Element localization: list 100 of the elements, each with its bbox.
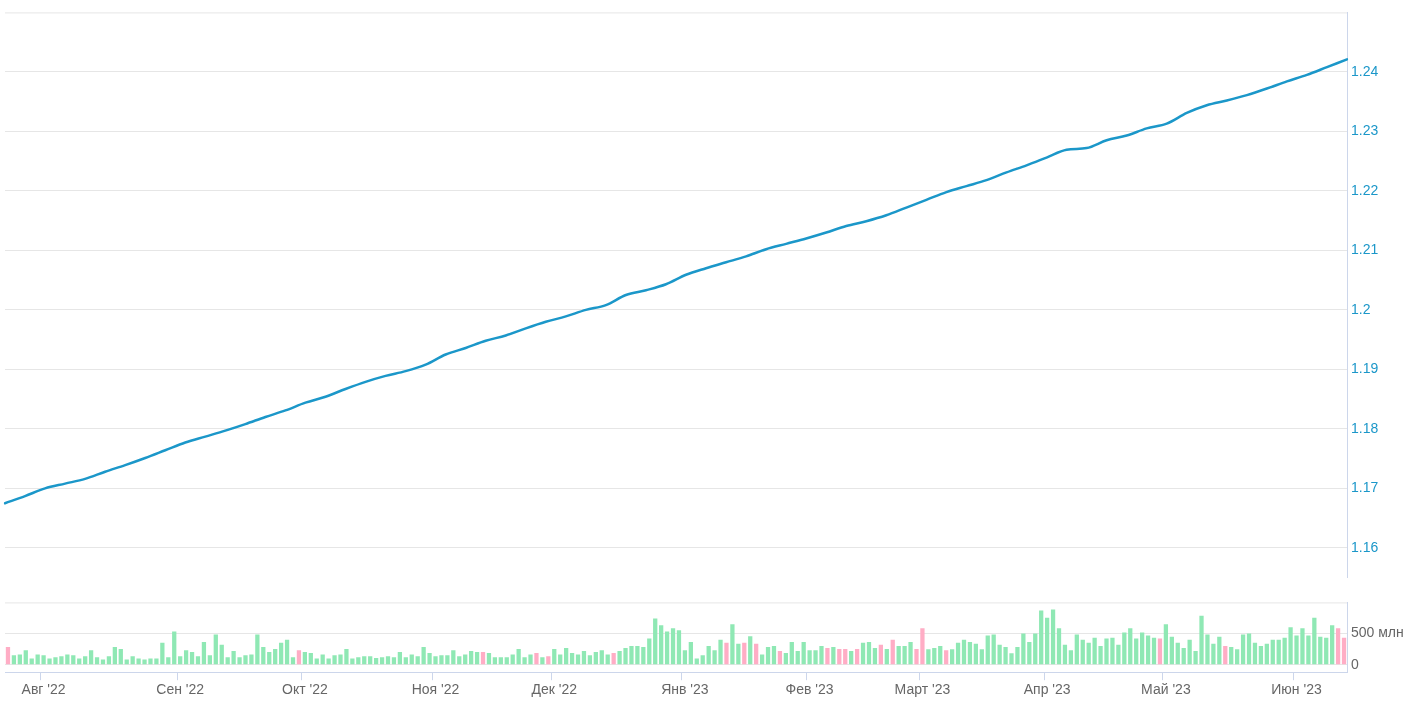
bar <box>178 656 183 665</box>
bar <box>213 634 218 665</box>
bar <box>94 657 100 665</box>
bar <box>1128 628 1133 665</box>
bar <box>569 653 575 665</box>
bar <box>754 643 759 665</box>
bar <box>783 653 788 665</box>
bar <box>664 631 670 665</box>
bar <box>373 658 379 665</box>
bar <box>1068 650 1074 665</box>
y-tick-label: 1.24 <box>1351 62 1379 79</box>
y-tick-label: 1.16 <box>1351 538 1379 555</box>
bar <box>362 656 367 665</box>
bar <box>189 651 195 665</box>
bar <box>938 646 943 665</box>
x-tick-label: Окт '22 <box>282 681 328 698</box>
bar <box>474 651 480 665</box>
bar <box>510 654 515 665</box>
bar <box>878 644 883 665</box>
bar <box>1044 617 1050 665</box>
x-tick-label: Апр '23 <box>1023 681 1071 698</box>
bar <box>1341 637 1347 665</box>
bar <box>1246 633 1252 665</box>
bar <box>267 651 272 665</box>
bar <box>854 648 860 665</box>
bar <box>100 659 106 665</box>
bar <box>409 654 414 665</box>
bar <box>682 650 688 665</box>
bar <box>219 644 224 665</box>
bar <box>973 643 979 665</box>
bar <box>546 656 551 665</box>
bar <box>1264 643 1269 665</box>
x-tick-label: Июн '23 <box>1271 681 1322 698</box>
bar <box>860 642 866 665</box>
x-tick-label: Авг '22 <box>21 681 66 698</box>
y-tick-label: 1.17 <box>1351 479 1379 496</box>
bar <box>486 653 492 665</box>
bar <box>17 654 22 665</box>
bar <box>403 657 408 665</box>
bar <box>884 648 889 665</box>
bar <box>5 646 11 665</box>
bar <box>1140 632 1145 665</box>
y-tick-label: 1.21 <box>1351 241 1379 258</box>
bar <box>837 648 842 665</box>
x-tick-label: Янв '23 <box>661 681 709 698</box>
x-tick-label: Дек '22 <box>531 681 578 698</box>
bar <box>23 650 28 665</box>
x-tick-label: Ноя '22 <box>411 681 460 698</box>
bar <box>872 648 878 665</box>
bar <box>397 651 403 665</box>
bar <box>1157 638 1163 665</box>
bar <box>849 651 854 665</box>
bar <box>1258 646 1264 665</box>
bar <box>379 657 385 665</box>
bar <box>647 638 652 665</box>
bar <box>1252 642 1258 665</box>
bar <box>944 650 949 665</box>
bar <box>1318 636 1323 665</box>
bar <box>83 656 88 665</box>
bar <box>676 630 682 665</box>
bar <box>843 648 848 665</box>
bar <box>106 656 112 665</box>
y-tick-label: 500 млн <box>1351 624 1404 641</box>
bar <box>1240 634 1246 665</box>
bar <box>284 639 290 665</box>
bar <box>742 642 747 665</box>
bar <box>1223 646 1228 665</box>
y-tick-label: 0 <box>1351 655 1359 672</box>
bar <box>1181 648 1186 665</box>
bar <box>368 656 373 665</box>
x-tick-label: Фев '23 <box>785 681 834 698</box>
bar <box>195 656 201 665</box>
bar <box>385 656 391 665</box>
bar <box>825 648 830 665</box>
bar <box>575 654 581 665</box>
bar <box>1235 649 1240 665</box>
bar <box>172 631 177 665</box>
line-series <box>3 58 1349 505</box>
bar <box>866 641 872 665</box>
bar <box>748 636 753 665</box>
bar <box>670 628 676 665</box>
bar <box>724 642 729 665</box>
bar <box>961 639 967 665</box>
bar <box>391 657 397 665</box>
bar <box>1175 642 1180 665</box>
bar <box>581 651 587 665</box>
bar <box>1163 624 1169 665</box>
bar <box>771 646 777 665</box>
bar <box>183 650 189 665</box>
y-tick-label: 1.19 <box>1351 360 1379 377</box>
bar <box>166 657 171 665</box>
bar <box>1134 638 1139 665</box>
bar <box>985 635 990 665</box>
y-tick-label: 1.23 <box>1351 122 1379 139</box>
bar <box>469 651 474 665</box>
bar <box>967 641 973 665</box>
bar <box>653 618 658 665</box>
bar <box>463 654 468 665</box>
bar <box>1335 628 1341 665</box>
bar <box>1276 639 1281 665</box>
